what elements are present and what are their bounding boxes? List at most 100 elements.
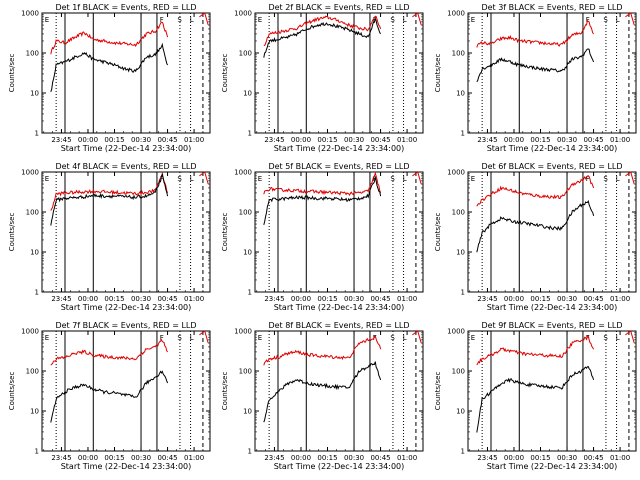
events-rate-line <box>50 173 169 226</box>
marker-letter-s: S <box>390 334 395 342</box>
y-axis-label: Counts/sec <box>434 54 442 93</box>
marker-letter-s: S <box>390 16 395 24</box>
marker-letter-f: F <box>373 334 377 342</box>
events-rate-line <box>476 48 595 83</box>
marker-letter-s: S <box>603 16 608 24</box>
chart-panel-3: Det 3f BLACK = Events, RED = LLD 1 10 100 10… <box>434 3 637 153</box>
x-tick-label: 23:45 <box>477 136 497 144</box>
chart-title: Det 2f BLACK = Events, RED = LLD <box>268 3 409 12</box>
plot-frame <box>254 330 424 452</box>
x-tick-label: 00:45 <box>583 136 603 144</box>
x-tick-label: 00:30 <box>557 454 577 462</box>
x-tick-label: 23:45 <box>264 295 284 303</box>
plot-frame <box>467 12 637 134</box>
x-tick-label: 00:15 <box>317 136 337 144</box>
chart-title: Det 3f BLACK = Events, RED = LLD <box>481 3 622 12</box>
y-tick-label: 100 <box>26 209 39 217</box>
plot-frame <box>254 171 424 293</box>
y-tick-label: 1 <box>35 448 39 456</box>
y-tick-label: 100 <box>239 209 252 217</box>
lld-tail-line <box>412 330 422 344</box>
x-tick-label: 01:00 <box>610 295 630 303</box>
x-tick-label: 00:30 <box>131 295 151 303</box>
events-rate-line <box>476 199 595 253</box>
x-tick-label: 00:45 <box>583 454 603 462</box>
lld-rate-line <box>476 175 595 207</box>
marker-letter-l: L <box>403 334 407 342</box>
y-axis-label: Counts/sec <box>221 372 229 411</box>
x-tick-label: 00:15 <box>104 454 124 462</box>
x-tick-label: 00:00 <box>291 295 311 303</box>
chart-panel-7: Det 7f BLACK = Events, RED = LLD 1 10 100 10… <box>8 321 211 471</box>
lld-tail-line <box>625 12 635 26</box>
marker-letter-e: E <box>45 16 49 24</box>
y-axis-label: Counts/sec <box>8 372 16 411</box>
lld-tail-line <box>199 12 209 26</box>
y-tick-label: 10 <box>30 90 39 98</box>
y-tick-label: 1000 <box>447 10 465 18</box>
x-tick-label: 00:30 <box>344 136 364 144</box>
y-tick-label: 1000 <box>234 328 252 336</box>
y-tick-label: 10 <box>456 90 465 98</box>
marker-letter-l: L <box>403 175 407 183</box>
x-tick-label: 00:30 <box>344 454 364 462</box>
x-tick-label: 00:45 <box>157 454 177 462</box>
x-tick-label: 01:00 <box>397 295 417 303</box>
lld-tail-line <box>199 330 209 344</box>
marker-letter-s: S <box>177 334 182 342</box>
y-tick-label: 1 <box>461 448 465 456</box>
x-tick-label: 23:45 <box>264 454 284 462</box>
x-axis-label: Start Time (22-Dec-14 23:34:00) <box>274 303 405 312</box>
lld-rate-line <box>50 338 168 366</box>
x-axis-label: Start Time (22-Dec-14 23:34:00) <box>274 144 405 153</box>
x-tick-label: 01:00 <box>397 454 417 462</box>
x-tick-label: 00:45 <box>370 454 390 462</box>
marker-letter-l: L <box>616 175 620 183</box>
marker-letter-e: E <box>471 16 475 24</box>
marker-letter-e: E <box>258 334 262 342</box>
marker-letter-l: L <box>616 334 620 342</box>
y-axis-label: Counts/sec <box>8 54 16 93</box>
y-tick-label: 1000 <box>234 169 252 177</box>
x-tick-label: 00:15 <box>104 295 124 303</box>
x-tick-label: 00:00 <box>504 136 524 144</box>
lld-rate-line <box>50 171 169 211</box>
marker-letter-e: E <box>258 175 262 183</box>
y-tick-label: 10 <box>456 249 465 257</box>
chart-panel-5: Det 5f BLACK = Events, RED = LLD 1 10 100 10… <box>221 162 424 312</box>
plot-frame <box>254 12 424 134</box>
marker-letter-e: E <box>471 175 475 183</box>
x-tick-label: 00:45 <box>370 295 390 303</box>
plot-frame <box>41 12 211 134</box>
chart-title: Det 7f BLACK = Events, RED = LLD <box>55 321 196 330</box>
x-axis-label: Start Time (22-Dec-14 23:34:00) <box>487 462 618 471</box>
x-axis-label: Start Time (22-Dec-14 23:34:00) <box>274 462 405 471</box>
y-tick-label: 100 <box>452 50 465 58</box>
y-tick-label: 100 <box>26 50 39 58</box>
y-axis-label: Counts/sec <box>221 54 229 93</box>
x-tick-label: 00:45 <box>157 136 177 144</box>
y-tick-label: 10 <box>30 249 39 257</box>
x-tick-label: 00:45 <box>583 295 603 303</box>
y-tick-label: 100 <box>452 209 465 217</box>
x-tick-label: 00:30 <box>131 136 151 144</box>
x-axis-label: Start Time (22-Dec-14 23:34:00) <box>61 462 192 471</box>
marker-letter-f: F <box>586 334 590 342</box>
x-axis-label: Start Time (22-Dec-14 23:34:00) <box>487 303 618 312</box>
marker-letter-l: L <box>616 16 620 24</box>
y-tick-label: 10 <box>243 408 252 416</box>
marker-letter-e: E <box>471 334 475 342</box>
plot-frame <box>467 330 637 452</box>
plot-frame <box>467 171 637 293</box>
events-rate-line <box>263 17 382 58</box>
y-tick-label: 100 <box>239 50 252 58</box>
y-axis-label: Counts/sec <box>434 372 442 411</box>
marker-letter-s: S <box>390 175 395 183</box>
x-tick-label: 00:00 <box>504 454 524 462</box>
x-tick-label: 01:00 <box>184 454 204 462</box>
x-tick-label: 00:15 <box>104 136 124 144</box>
lld-rate-line <box>476 19 594 48</box>
chart-panel-2: Det 2f BLACK = Events, RED = LLD 1 10 100 10… <box>221 3 424 153</box>
marker-letter-f: F <box>586 16 590 24</box>
x-tick-label: 01:00 <box>397 136 417 144</box>
